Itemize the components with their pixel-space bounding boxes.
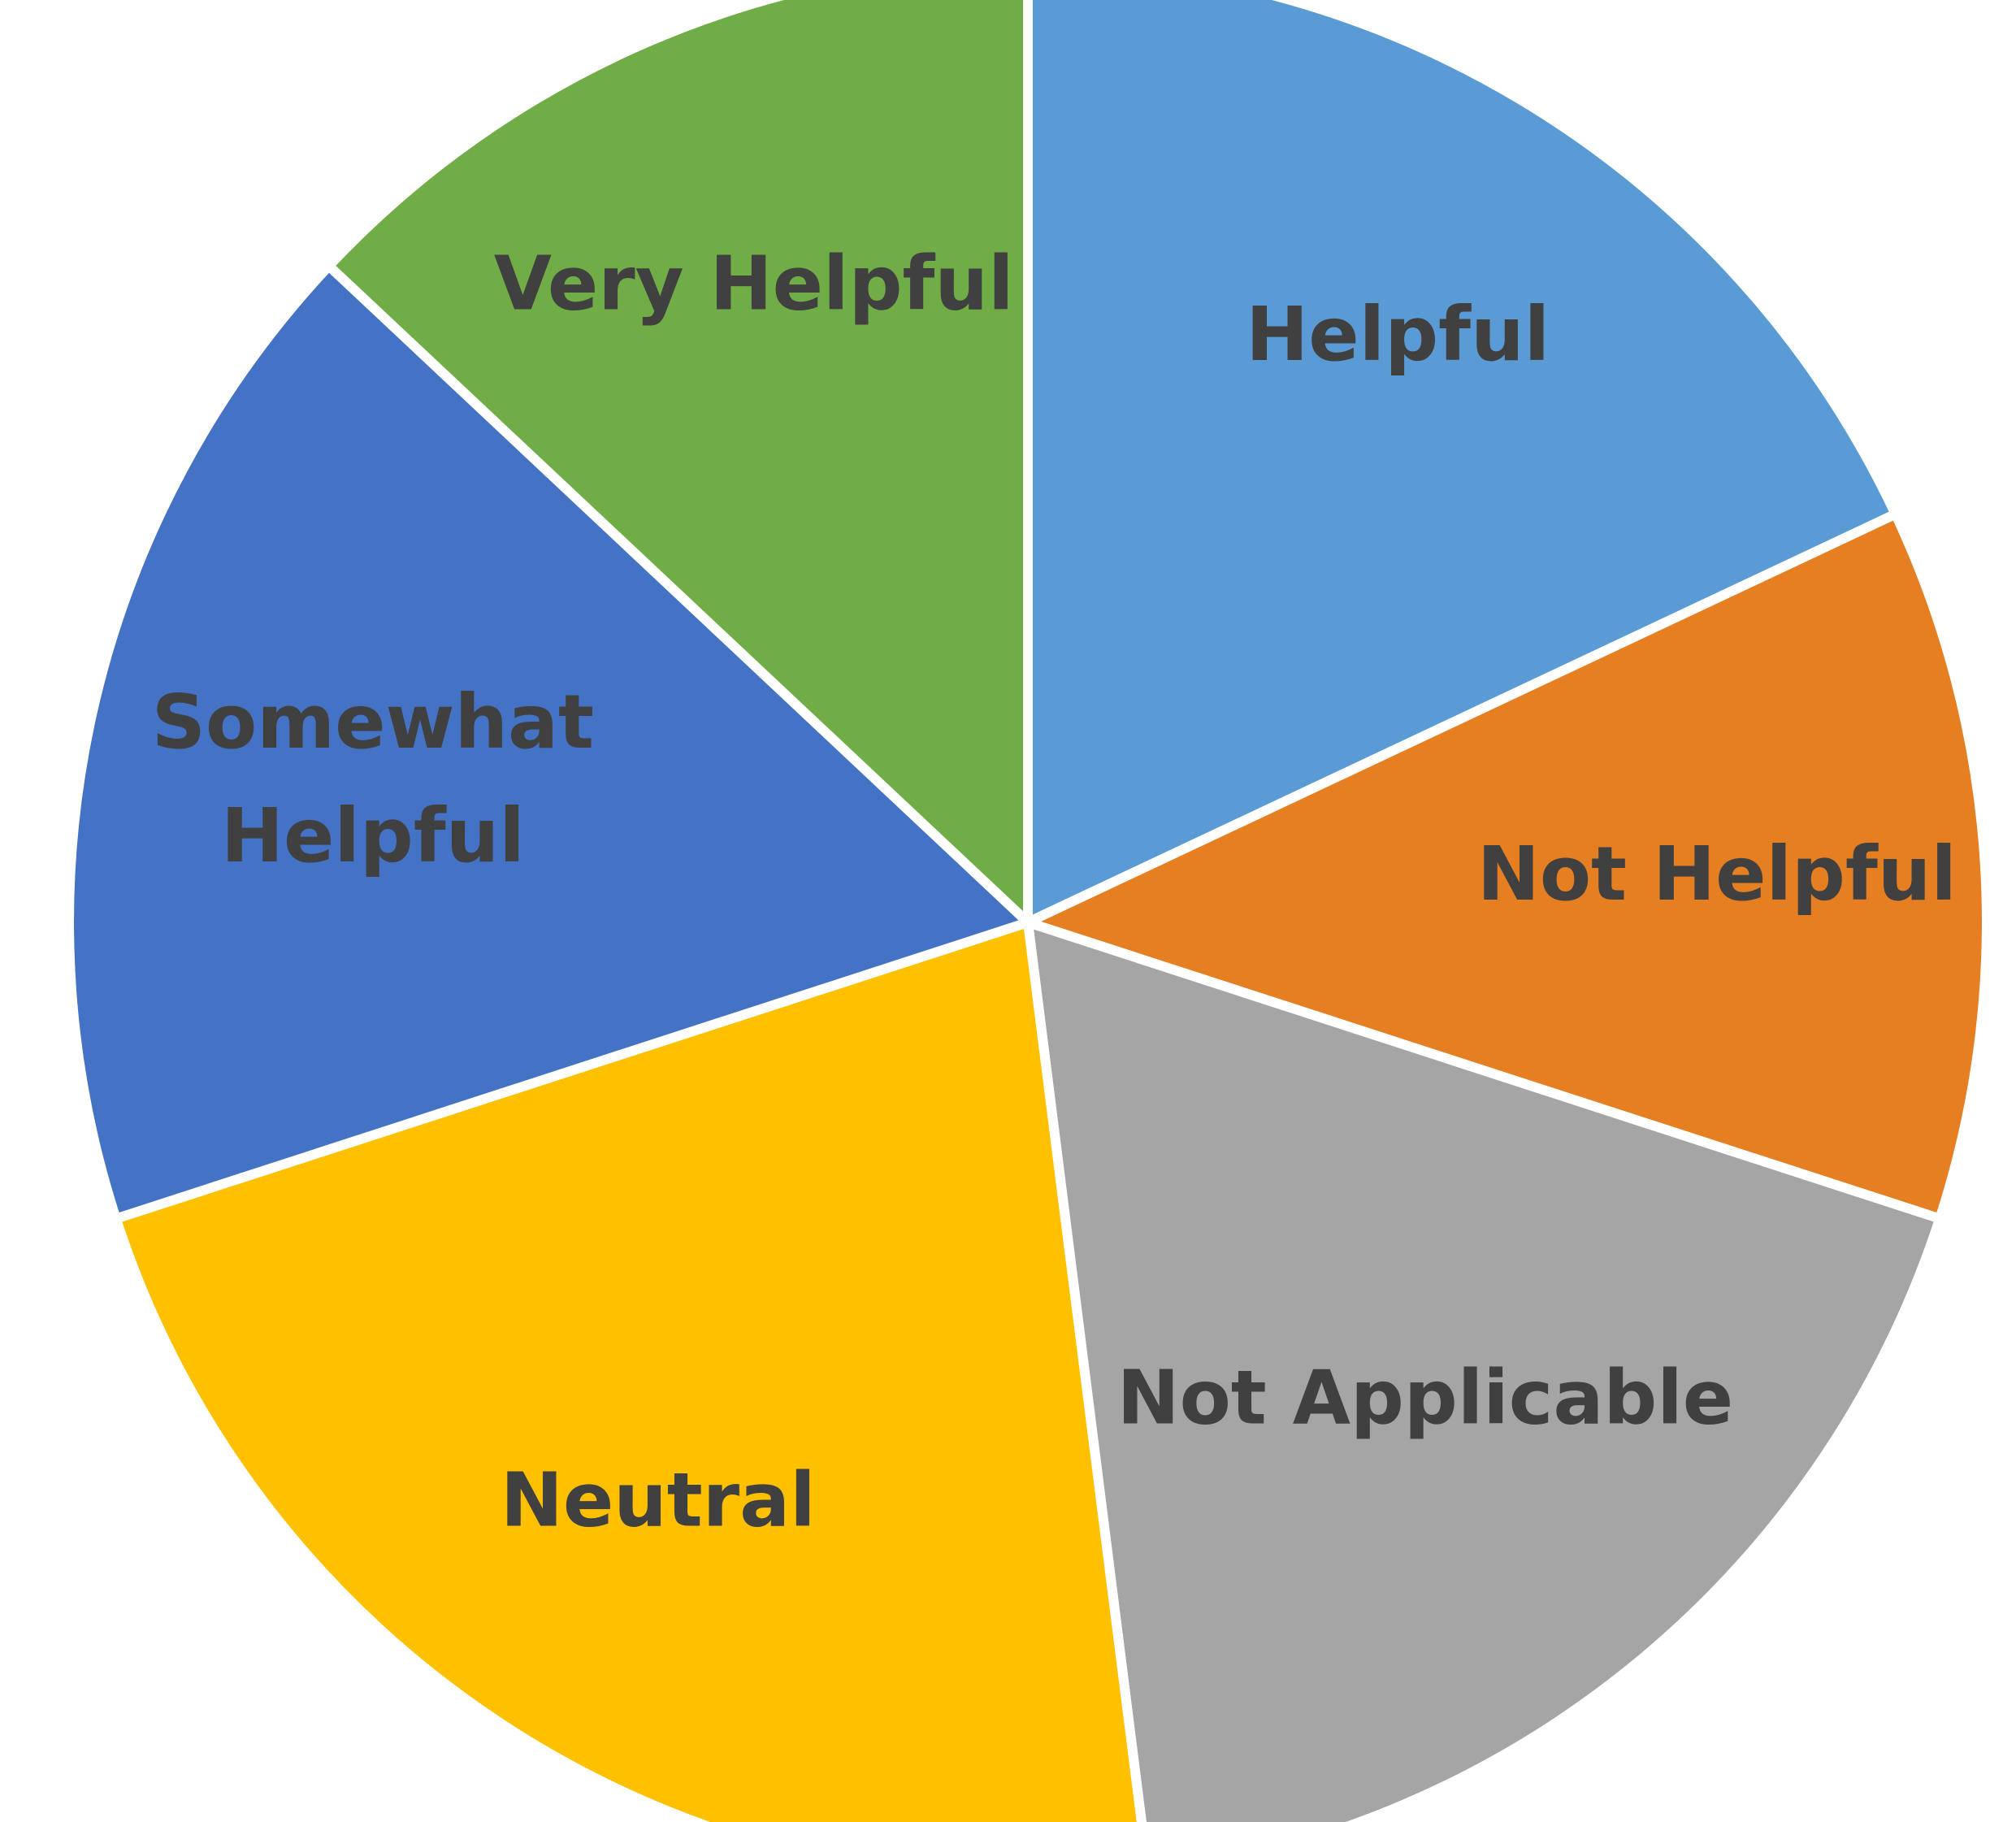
slice-label-helpful: Helpful xyxy=(1246,291,1550,378)
pie-slice-not-helpful xyxy=(1023,509,1992,1224)
slice-labels: Helpful Not Helpful Not Applicable Neutral S… xyxy=(152,241,1957,1544)
pie-slice-very-helpful xyxy=(323,0,1033,927)
pie-slice-neutral xyxy=(111,918,1147,1822)
slice-label-neutral: Neutral xyxy=(501,1457,816,1544)
slice-label-somewhat-helpful: Somewhat Helpful xyxy=(152,679,594,879)
pie-slice-not-applicable xyxy=(1023,918,1945,1822)
slice-label-not-helpful: Not Helpful xyxy=(1477,831,1957,918)
pie-slice-helpful xyxy=(1023,0,1901,927)
pie-slice-somewhat-helpful xyxy=(64,261,1033,1224)
pie-slices xyxy=(64,0,1992,1822)
slice-label-very-helpful: Very Helpful xyxy=(494,241,1014,328)
slice-label-not-applicable: Not Applicable xyxy=(1117,1354,1734,1441)
